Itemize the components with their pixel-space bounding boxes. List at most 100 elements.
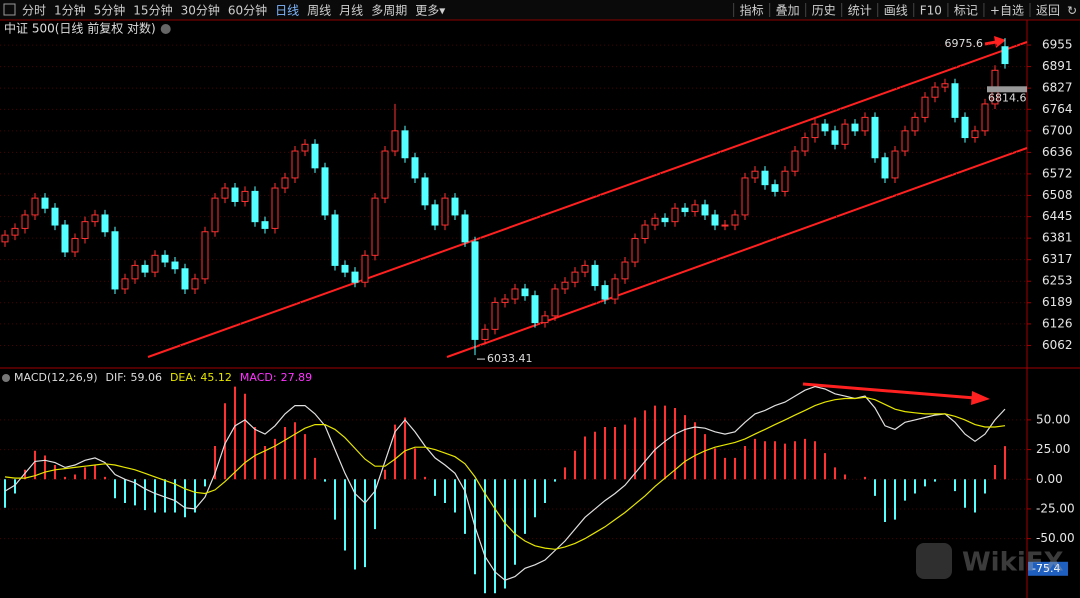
candle-body	[701, 204, 709, 216]
candle-body	[841, 123, 849, 145]
candle-body	[481, 328, 489, 340]
legend-icon[interactable]	[2, 374, 10, 382]
candle-body	[931, 86, 939, 98]
candle-body	[741, 177, 749, 216]
candle-body	[181, 268, 189, 290]
toolbar-item[interactable]: 60分钟	[228, 3, 267, 18]
arrow-head	[971, 391, 990, 405]
candle-body	[441, 197, 449, 226]
menu-icon[interactable]	[3, 3, 16, 16]
candle-body	[981, 103, 989, 132]
candle-body	[401, 130, 409, 159]
y-tick-label: 6891	[1042, 59, 1073, 73]
candle-body	[91, 214, 99, 223]
toolbar-item[interactable]: F10	[920, 4, 942, 18]
candle-body	[431, 204, 439, 226]
toolbar-item[interactable]: 5分钟	[94, 3, 126, 18]
candle-body	[361, 254, 369, 283]
price-title: 中证 500(日线 前复权 对数)	[4, 21, 156, 36]
legend-value: 27.89	[281, 371, 313, 384]
y-tick-label: 6827	[1042, 81, 1073, 95]
toolbar-item[interactable]: 画线	[884, 4, 908, 18]
title-dropdown[interactable]	[160, 24, 171, 34]
toolbar-item[interactable]: 月线	[339, 4, 363, 18]
toolbar-item[interactable]: 日线	[275, 4, 299, 18]
candle-body	[211, 197, 219, 233]
cursor-readout-box	[1028, 561, 1068, 576]
y-tick-label: 6955	[1042, 38, 1073, 52]
toolbar-item[interactable]: 标记	[954, 4, 978, 18]
watermark-text: WikiFX	[962, 548, 1064, 578]
candle-body	[221, 187, 229, 199]
toolbar-item[interactable]: 30分钟	[181, 3, 220, 18]
candle-body	[921, 96, 929, 118]
candle-body	[321, 167, 329, 216]
candle-body	[571, 271, 579, 283]
y-tick-label: 25.00	[1036, 442, 1070, 456]
reload-icon[interactable]: ↻	[1067, 4, 1077, 18]
candle-body	[101, 214, 109, 233]
candle-body	[261, 221, 269, 229]
last-price-label: 6814.6	[988, 91, 1027, 104]
y-tick-label: 6126	[1042, 316, 1073, 330]
toolbar-item[interactable]: 1分钟	[54, 3, 86, 18]
candle-body	[41, 197, 49, 209]
toolbar-item[interactable]: 分时	[22, 4, 46, 18]
candle-body	[681, 207, 689, 213]
candle-body	[331, 214, 339, 266]
candle-body	[1001, 46, 1009, 65]
watermark-logo	[916, 543, 952, 579]
candle-body	[341, 264, 349, 273]
candle-body	[311, 143, 319, 169]
last-price-box	[987, 86, 1027, 93]
low-label: 6033.41	[487, 352, 533, 365]
arrow-shaft	[984, 40, 997, 46]
y-tick-label: 6381	[1042, 231, 1073, 245]
candle-body	[111, 231, 119, 290]
candle-body	[271, 187, 279, 229]
y-tick-label: 6764	[1042, 102, 1073, 116]
candle-body	[391, 130, 399, 152]
candle-body	[1, 234, 9, 243]
toolbar-item[interactable]: 15分钟	[133, 3, 172, 18]
y-tick-label: 6636	[1042, 145, 1073, 159]
toolbar-item[interactable]: 指标	[740, 3, 764, 18]
candle-body	[131, 264, 139, 280]
toolbar-item[interactable]: 统计	[848, 4, 872, 18]
toolbar-item[interactable]: +自选	[990, 4, 1024, 18]
toolbar-item[interactable]: 叠加	[776, 4, 800, 18]
y-tick-label: 6572	[1042, 166, 1073, 180]
toolbar-item[interactable]: 返回	[1036, 4, 1060, 18]
y-tick-label: 50.00	[1036, 412, 1070, 426]
toolbar-item[interactable]: 周线	[307, 4, 331, 18]
candle-body	[421, 177, 429, 206]
candle-body	[251, 190, 259, 223]
candle-body	[171, 261, 179, 270]
toolbar-item[interactable]: 多周期	[371, 4, 407, 18]
toolbar-item[interactable]: 历史	[812, 4, 836, 18]
candle-body	[691, 204, 699, 213]
y-tick-label: 6062	[1042, 338, 1073, 352]
high-label: 6975.6	[945, 37, 984, 50]
candle-body	[641, 224, 649, 239]
candle-body	[901, 130, 909, 152]
candle-body	[651, 217, 659, 226]
candle-body	[521, 288, 529, 297]
candle-body	[791, 150, 799, 172]
candle-body	[751, 170, 759, 179]
candle-body	[451, 197, 459, 216]
candle-body	[561, 281, 569, 290]
candle-body	[511, 288, 519, 300]
candle-body	[291, 150, 299, 179]
macd-line	[4, 396, 1006, 550]
toolbar-item[interactable]: 更多▾	[415, 4, 445, 18]
candle-body	[881, 157, 889, 179]
macd-arrow	[802, 382, 990, 405]
candle-body	[61, 224, 69, 253]
candle-body	[121, 278, 129, 290]
y-tick-label: -25.00	[1036, 501, 1075, 515]
y-tick-label: 6445	[1042, 209, 1073, 223]
candle-body	[801, 137, 809, 152]
candle-body	[621, 261, 629, 280]
candle-body	[771, 184, 779, 192]
